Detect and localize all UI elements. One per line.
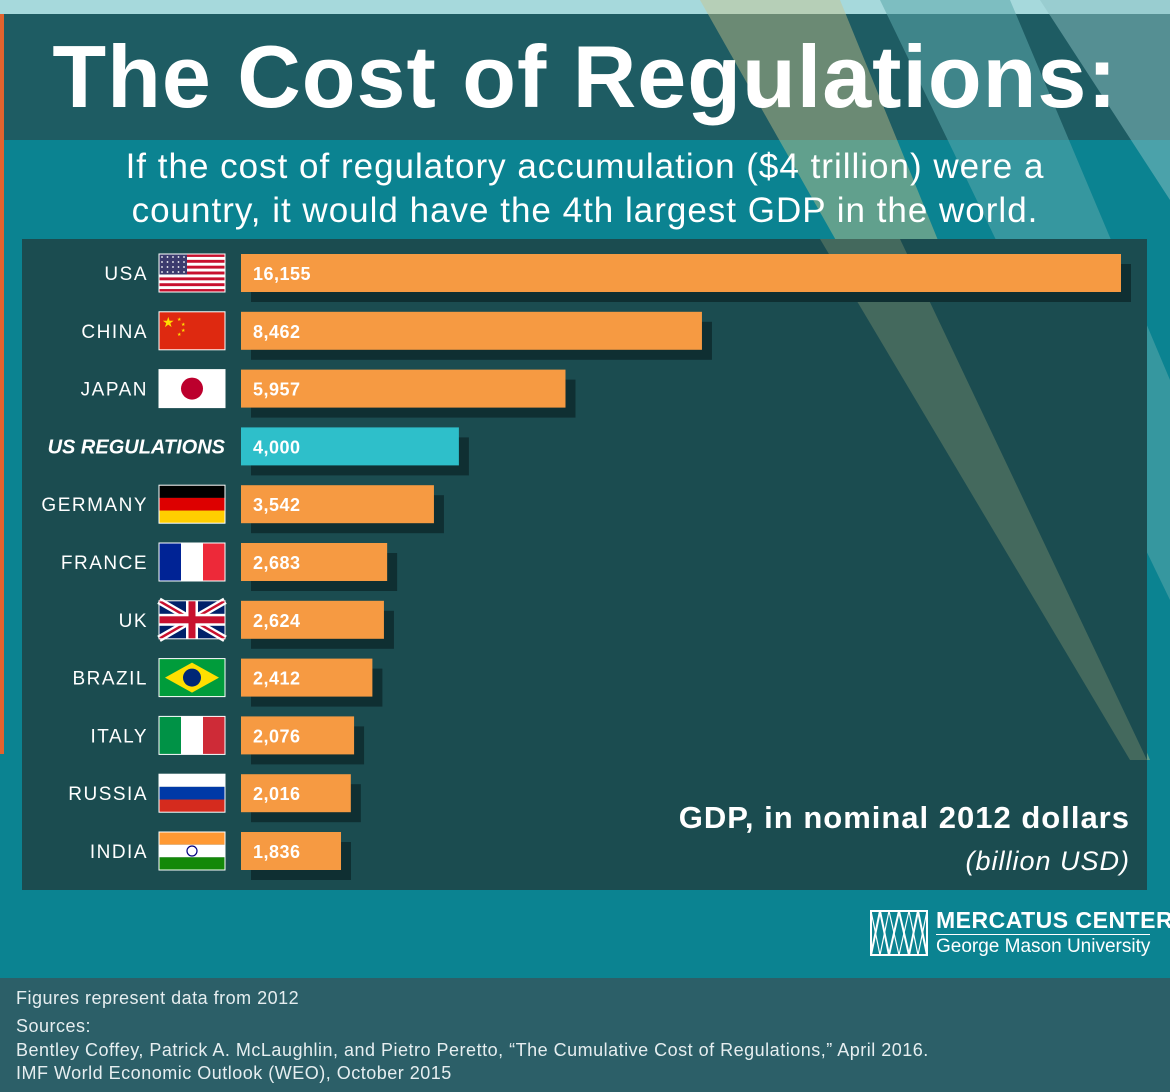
value-label-india: 1,836 <box>253 842 301 862</box>
category-label-japan: JAPAN <box>81 380 148 401</box>
value-label-brazil: 2,412 <box>253 669 301 689</box>
logo-name: MERCATUS CENTER <box>936 907 1170 933</box>
subtitle-line-2: country, it would have the 4th largest G… <box>131 191 1039 230</box>
bar-japan <box>241 369 566 408</box>
footer-note: Figures represent data from 2012 <box>16 988 300 1008</box>
category-label-france: FRANCE <box>61 553 148 574</box>
page-subtitle: If the cost of regulatory accumulation (… <box>30 145 1140 233</box>
svg-text:★: ★ <box>181 322 186 328</box>
bar-italy <box>241 716 355 755</box>
category-label-germany: GERMANY <box>41 495 148 516</box>
footer-source-2: IMF World Economic Outlook (WEO), Octobe… <box>16 1063 452 1083</box>
value-label-germany: 3,542 <box>253 495 301 515</box>
footer-source-1: Bentley Coffey, Patrick A. McLaughlin, a… <box>16 1040 929 1060</box>
india-flag-icon <box>158 831 226 871</box>
svg-text:★: ★ <box>181 328 186 334</box>
footer-sources-label: Sources: <box>16 1016 92 1036</box>
italy-flag-icon <box>158 715 226 755</box>
value-label-uk: 2,624 <box>253 611 301 631</box>
bar-france <box>241 543 388 581</box>
value-label-china: 8,462 <box>253 322 301 342</box>
chart-title: GDP, in nominal 2012 dollars <box>678 800 1130 835</box>
mercatus-logo-mark-icon <box>870 910 928 956</box>
footer: Figures represent data from 2012 Sources… <box>0 978 1170 1092</box>
bar-usa <box>241 254 1121 292</box>
value-label-japan: 5,957 <box>253 380 301 400</box>
svg-text:★: ★ <box>162 314 175 330</box>
value-label-usa: 16,155 <box>253 264 311 284</box>
bar-russia <box>241 774 351 813</box>
subtitle-line-1: If the cost of regulatory accumulation (… <box>125 147 1045 186</box>
value-label-russia: 2,016 <box>253 784 301 804</box>
chart-unit-label: (billion USD) <box>965 846 1130 876</box>
category-label-russia: RUSSIA <box>68 784 148 805</box>
bar-india <box>241 832 342 870</box>
logo-subtitle: George Mason University <box>936 934 1151 957</box>
bar-germany <box>241 485 434 524</box>
value-label-france: 2,683 <box>253 553 301 573</box>
svg-text:★: ★ <box>177 332 182 338</box>
china-flag-icon: ★ ★★★★ <box>158 311 226 351</box>
bar-brazil <box>241 658 373 697</box>
value-label-italy: 2,076 <box>253 726 301 746</box>
category-label-uk: UK <box>119 611 148 632</box>
france-flag-icon <box>158 542 226 582</box>
category-label-brazil: BRAZIL <box>72 669 148 690</box>
russia-flag-icon <box>158 773 226 813</box>
mercatus-logo: MERCATUS CENTER George Mason University <box>870 907 1170 959</box>
uk-flag-icon <box>157 597 227 642</box>
japan-flag-icon <box>158 369 226 409</box>
category-label-usa: USA <box>104 264 148 285</box>
germany-flag-icon <box>158 484 226 524</box>
bar-china <box>241 311 702 350</box>
bar-us-regulations <box>241 427 459 466</box>
usa-flag-icon <box>158 253 226 293</box>
category-label-italy: ITALY <box>91 726 148 747</box>
category-label-india: INDIA <box>90 842 148 863</box>
brazil-flag-icon <box>158 658 226 698</box>
category-label-china: CHINA <box>81 322 148 343</box>
category-label-us-regulations: US REGULATIONS <box>48 436 226 458</box>
bar-uk <box>241 600 384 639</box>
value-label-us-regulations: 4,000 <box>253 437 301 457</box>
svg-text:★: ★ <box>177 317 182 323</box>
page-title: The Cost of Regulations: <box>52 27 1118 126</box>
